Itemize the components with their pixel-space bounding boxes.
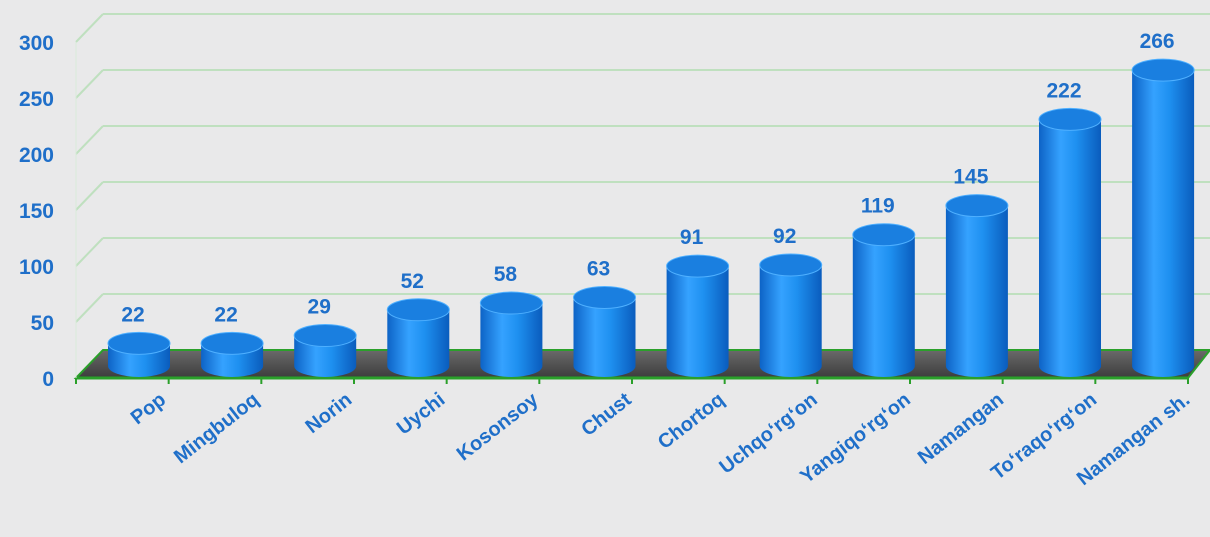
category-label: Chust: [577, 388, 635, 440]
value-label: 22: [121, 303, 144, 326]
y-tick-label: 50: [31, 312, 54, 335]
bar-1: 22: [200, 303, 264, 377]
category-label: Norin: [302, 389, 357, 438]
category-label: Namangan: [914, 389, 1008, 469]
grid-line-diag: [75, 125, 104, 155]
bars: 22 22 29 52 58 63 91 92 119 145 222 266: [107, 30, 1195, 378]
bar-body: [387, 309, 450, 377]
bar-6: 91: [666, 226, 730, 377]
bar-11: 266: [1131, 30, 1195, 377]
value-label: 91: [680, 226, 704, 249]
y-axis-ticks: 0 50 100 150 200 250 300: [19, 32, 54, 391]
bar-top: [1038, 107, 1102, 131]
bar-body: [945, 205, 1008, 377]
value-label: 145: [953, 166, 988, 189]
category-label: Mingbuloq: [170, 389, 263, 469]
category-label: Kosonsoy: [453, 388, 543, 465]
value-label: 29: [308, 296, 331, 319]
grid-lines: [75, 13, 1210, 323]
bar-top: [107, 331, 171, 355]
bar-body: [759, 264, 822, 377]
bar-top: [200, 331, 264, 355]
bar-top: [1131, 58, 1195, 82]
value-label: 92: [773, 225, 796, 248]
y-tick-label: 100: [19, 256, 54, 279]
bar-body: [852, 234, 915, 377]
value-label: 266: [1140, 30, 1175, 53]
bar-body: [1039, 119, 1101, 378]
x-axis-labels: Pop Mingbuloq Norin Uychi Kosonsoy Chust Chort…: [75, 378, 1194, 490]
y-tick-label: 0: [42, 368, 54, 391]
bar-5: 63: [573, 257, 636, 377]
bar-3: 52: [386, 270, 450, 377]
value-label: 119: [861, 195, 895, 218]
bar-top: [945, 194, 1009, 218]
bar-7: 92: [759, 225, 823, 377]
y-tick-label: 150: [19, 200, 54, 223]
bar-body: [294, 335, 357, 377]
bar-top: [479, 291, 543, 315]
bar-8: 119: [852, 195, 916, 377]
grid-line-diag: [75, 69, 104, 99]
bar-body: [1132, 70, 1195, 377]
value-label: 63: [587, 257, 610, 280]
category-label: Pop: [127, 389, 170, 430]
bar-9: 145: [945, 166, 1009, 377]
bar-top: [666, 254, 730, 278]
y-tick-label: 200: [19, 144, 54, 167]
bar-0: 22: [107, 303, 171, 377]
grid-line-diag: [75, 13, 104, 43]
bar-2: 29: [293, 296, 357, 377]
y-tick-label: 250: [19, 88, 54, 111]
grid-line-diag: [75, 237, 104, 267]
bar-top: [759, 253, 823, 277]
category-label: Chortoq: [654, 389, 729, 454]
bar-top: [386, 298, 450, 322]
grid-line-diag: [75, 181, 104, 211]
value-label: 58: [494, 263, 518, 286]
bar-top: [573, 285, 636, 309]
bar-4: 58: [479, 263, 543, 377]
bar-body: [666, 266, 729, 377]
bar-top: [852, 223, 916, 247]
bar-10: 222: [1038, 79, 1102, 378]
y-tick-label: 300: [19, 32, 54, 55]
value-label: 222: [1046, 79, 1081, 102]
grid-line-diag: [75, 293, 104, 323]
value-label: 52: [401, 270, 424, 293]
bar-top: [293, 324, 357, 348]
bar-body: [480, 303, 543, 377]
category-label: Uychi: [393, 389, 449, 440]
bar-body: [573, 297, 636, 377]
value-label: 22: [214, 303, 237, 326]
